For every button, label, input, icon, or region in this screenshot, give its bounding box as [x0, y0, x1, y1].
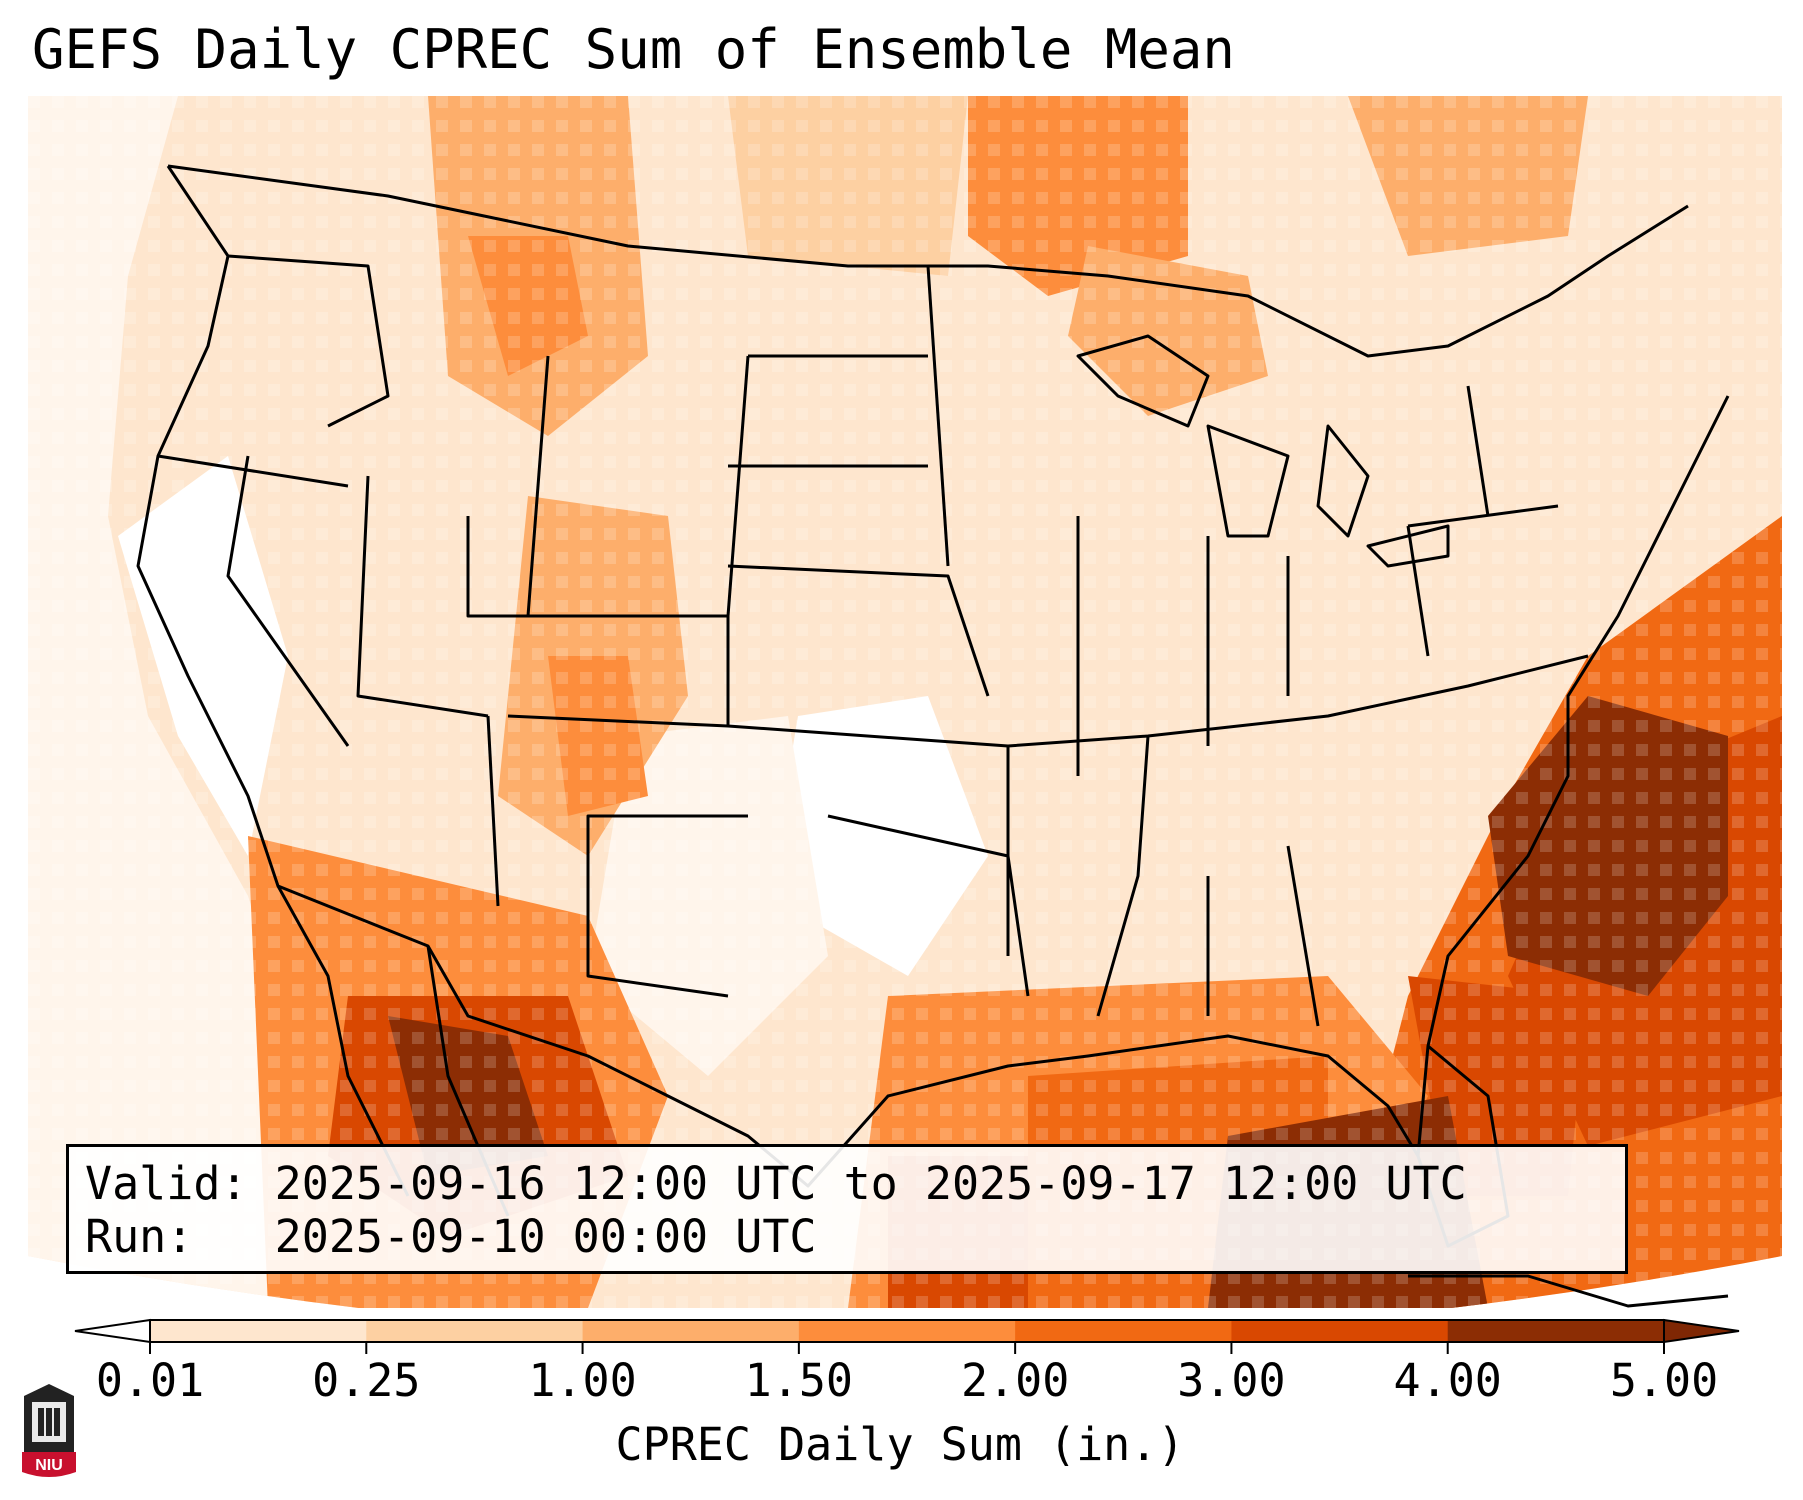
- colorbar-tick-label: 1.50: [744, 1354, 854, 1407]
- colorbar-over-arrow: [1663, 1318, 1740, 1344]
- colorbar: [74, 1318, 1740, 1354]
- run-value: 2025-09-10 00:00 UTC: [274, 1210, 817, 1263]
- colorbar-tick-label: 2.00: [960, 1354, 1070, 1407]
- map-panel[interactable]: [28, 96, 1782, 1308]
- colorbar-tick-label: 3.00: [1177, 1354, 1286, 1407]
- colorbar-tick-label: 0.25: [312, 1354, 421, 1407]
- info-box: Valid: 2025-09-16 12:00 UTC to 2025-09-1…: [66, 1144, 1628, 1274]
- page-title: GEFS Daily CPREC Sum of Ensemble Mean: [32, 18, 1235, 81]
- colorbar-label: CPREC Daily Sum (in.): [615, 1418, 1185, 1471]
- colorbar-tick-label: 5.00: [1609, 1354, 1719, 1407]
- colorbar-outline: [149, 1319, 1665, 1343]
- colorbar-segment: [150, 1320, 367, 1342]
- precip-field: [28, 96, 1782, 1308]
- colorbar-segment: [1231, 1320, 1449, 1342]
- colorbar-segment: [366, 1320, 584, 1342]
- run-label: Run:: [85, 1210, 194, 1263]
- colorbar-tick-label: 1.00: [528, 1354, 637, 1407]
- precipitation-map[interactable]: [28, 96, 1782, 1308]
- colorbar-segment: [582, 1320, 800, 1342]
- colorbar-segment: [798, 1320, 1016, 1342]
- svg-text:NIU: NIU: [35, 1457, 63, 1474]
- colorbar-tick-label: 4.00: [1393, 1354, 1502, 1407]
- colorbar-under-arrow: [74, 1318, 151, 1344]
- niu-logo: NIU: [22, 1384, 76, 1477]
- colorbar-segment: [1015, 1320, 1232, 1342]
- valid-value: 2025-09-16 12:00 UTC to 2025-09-17 12:00…: [274, 1157, 1467, 1210]
- colorbar-tick-label: 0.01: [95, 1354, 205, 1407]
- colorbar-segment: [1447, 1320, 1665, 1342]
- valid-label: Valid:: [85, 1157, 248, 1210]
